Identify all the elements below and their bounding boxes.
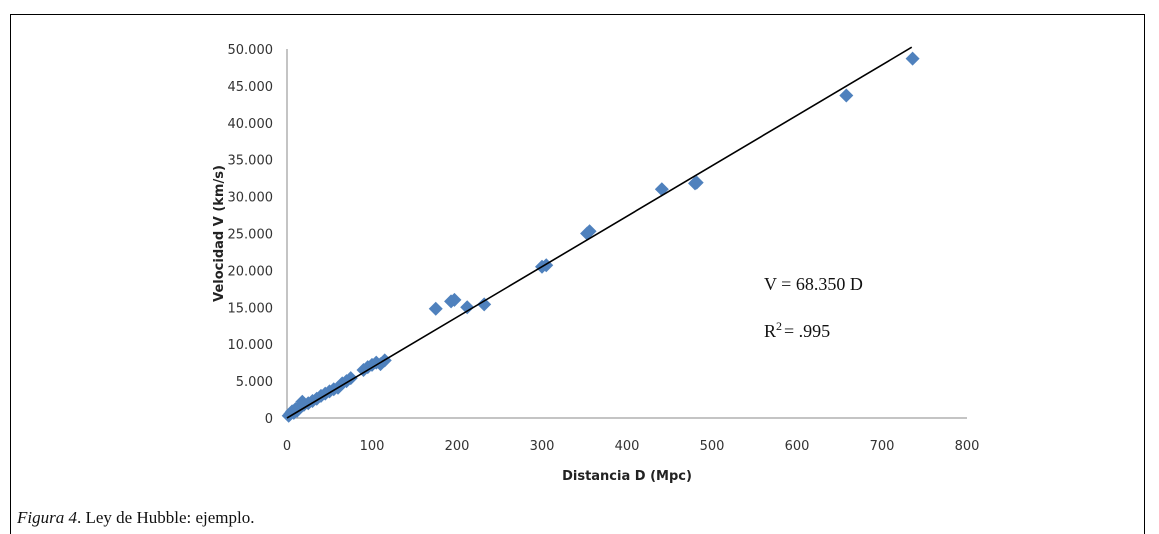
data-points: [281, 51, 920, 423]
regression-equation: V = 68.350 D: [764, 274, 863, 294]
y-tick-label: 45.000: [228, 80, 274, 95]
y-axis-title: Velocidad V (km/s): [212, 165, 227, 302]
y-tick-label: 30.000: [228, 191, 274, 206]
data-point: [839, 88, 854, 103]
trend-line: [286, 46, 913, 419]
x-tick-label: 200: [445, 439, 470, 454]
x-tick-label: 800: [955, 439, 980, 454]
x-axis-title: Distancia D (Mpc): [562, 469, 692, 484]
figure-label: Figura 4: [17, 508, 77, 527]
data-point: [905, 51, 920, 66]
figure-caption-text: . Ley de Hubble: ejemplo.: [76, 508, 255, 527]
y-tick-label: 35.000: [228, 154, 274, 169]
data-point: [689, 175, 704, 190]
x-tick-label: 0: [283, 439, 291, 454]
x-tick-label: 500: [700, 439, 725, 454]
data-point: [654, 182, 669, 197]
y-tick-labels: 0 5.000 10.000 15.000 20.000 25.000 30.000 35.0…: [228, 43, 274, 427]
x-tick-label: 400: [615, 439, 640, 454]
figure-caption: Figura 4. Ley de Hubble: ejemplo.: [17, 508, 255, 528]
r-squared-label: R2 = .995: [764, 319, 830, 341]
r-squared-symbol: R: [764, 321, 776, 341]
y-tick-label: 50.000: [228, 43, 274, 58]
y-tick-label: 20.000: [228, 264, 274, 279]
y-tick-label: 25.000: [228, 228, 274, 243]
data-point: [447, 292, 462, 307]
y-tick-label: 0: [265, 412, 273, 427]
x-tick-label: 100: [360, 439, 385, 454]
data-point: [460, 300, 475, 315]
x-tick-labels: 0 100 200 300 400 500 600 700 800: [283, 439, 980, 454]
y-tick-label: 5.000: [236, 375, 273, 390]
r-squared-value: = .995: [784, 321, 830, 341]
x-tick-label: 300: [530, 439, 555, 454]
y-tick-label: 10.000: [228, 338, 274, 353]
data-point: [477, 297, 492, 312]
y-tick-label: 15.000: [228, 301, 274, 316]
figure-frame: [10, 14, 1145, 534]
r-squared-exponent: 2: [776, 319, 782, 333]
y-tick-label: 40.000: [228, 117, 274, 132]
data-point: [582, 224, 597, 239]
x-tick-label: 600: [785, 439, 810, 454]
plot-area: 0 5.000 10.000 15.000 20.000 25.000 30.000 35.0…: [228, 43, 980, 454]
x-tick-label: 700: [870, 439, 895, 454]
data-point: [428, 301, 443, 316]
